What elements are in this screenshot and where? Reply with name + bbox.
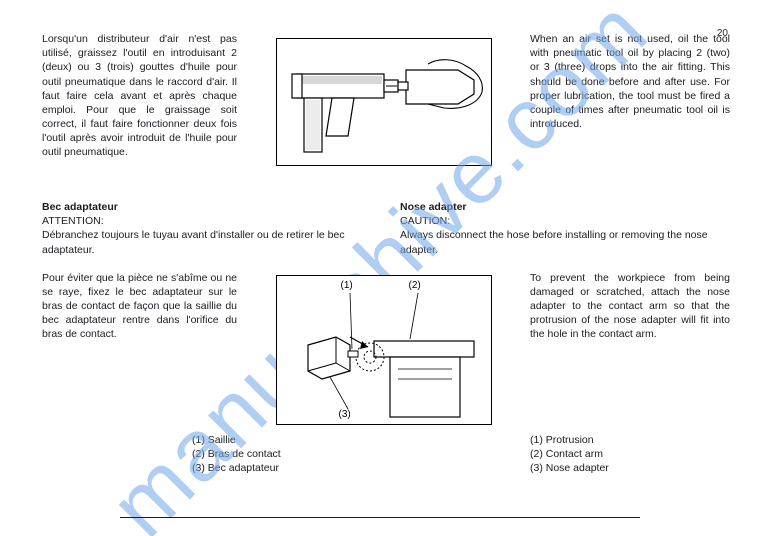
- caution-text-en: Always disconnect the hose before instal…: [400, 228, 730, 256]
- legend-en-2: (2) Contact arm: [530, 447, 730, 461]
- heading-fr: Bec adaptateur: [42, 200, 372, 214]
- legend-fr-1: (1) Saillie: [192, 433, 392, 447]
- legend-fr-2: (2) Bras de contact: [192, 447, 392, 461]
- footer-rule: [120, 517, 640, 518]
- oiling-text-fr: Lorsqu'un distributeur d'air n'est pas u…: [42, 32, 237, 160]
- manual-page: manualshive.com 20 Lorsqu'un distributeu…: [0, 0, 758, 536]
- legend-fr: (1) Saillie (2) Bras de contact (3) Bec …: [192, 433, 392, 476]
- figure-oiling: [276, 38, 492, 166]
- nose-adapter-heading-fr: Bec adaptateur ATTENTION: Débranchez tou…: [42, 200, 372, 257]
- legend-row: (1) Saillie (2) Bras de contact (3) Bec …: [42, 433, 730, 476]
- caution-label-en: CAUTION:: [400, 214, 730, 228]
- figure-nose-adapter: (1) (2) (3): [276, 275, 492, 425]
- legend-en: (1) Protrusion (2) Contact arm (3) Nose …: [530, 433, 730, 476]
- caution-text-fr: Débranchez toujours le tuyau avant d'ins…: [42, 228, 372, 256]
- section-nose-adapter-heading: Bec adaptateur ATTENTION: Débranchez tou…: [42, 200, 730, 257]
- oiling-illustration: [278, 40, 490, 164]
- caution-label-fr: ATTENTION:: [42, 214, 372, 228]
- heading-en: Nose adapter: [400, 200, 730, 214]
- section-nose-adapter: Pour éviter que la pièce ne s'abîme ou n…: [42, 271, 730, 425]
- oiling-text-en: When an air set is not used, oil the too…: [530, 32, 730, 131]
- legend-fr-3: (3) Bec adaptateur: [192, 461, 392, 475]
- nose-adapter-illustration: [278, 277, 490, 423]
- fig2-label-3: (3): [339, 409, 351, 420]
- legend-en-3: (3) Nose adapter: [530, 461, 730, 475]
- legend-en-1: (1) Protrusion: [530, 433, 730, 447]
- fig2-label-2: (2): [409, 280, 421, 291]
- page-number: 20: [717, 28, 728, 39]
- section-oiling: Lorsqu'un distributeur d'air n'est pas u…: [42, 32, 730, 166]
- fig2-label-1: (1): [341, 280, 353, 291]
- nose-adapter-text-fr: Pour éviter que la pièce ne s'abîme ou n…: [42, 271, 237, 342]
- nose-adapter-heading-en: Nose adapter CAUTION: Always disconnect …: [400, 200, 730, 257]
- nose-adapter-text-en: To prevent the workpiece from being dama…: [530, 271, 730, 342]
